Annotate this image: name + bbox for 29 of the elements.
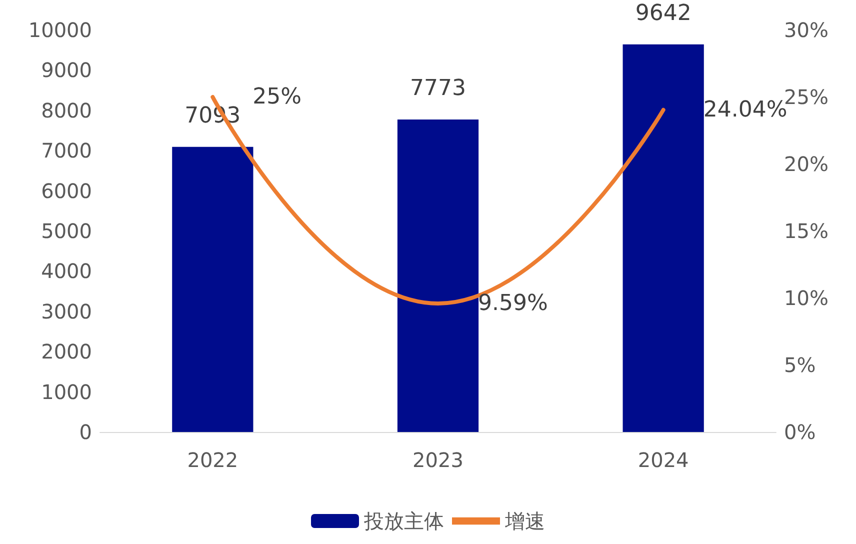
y-tick-label: 0 — [79, 420, 92, 444]
data-label: 9.59% — [478, 290, 548, 316]
y2-tick-label: 20% — [784, 152, 828, 176]
x-tick-label: 2023 — [412, 448, 464, 472]
data-label: 7773 — [410, 76, 466, 102]
y-tick-label: 7000 — [41, 138, 92, 163]
y-tick-label: 3000 — [41, 299, 92, 324]
y-tick-label: 8000 — [41, 98, 92, 122]
y-tick-label: 10000 — [28, 18, 92, 42]
data-label: 25% — [252, 84, 302, 110]
y2-tick-label: 0% — [784, 420, 816, 444]
bar — [172, 146, 254, 432]
y-tick-label: 9000 — [41, 58, 92, 82]
y2-tick-label: 30% — [784, 18, 828, 42]
legend-label: 投放主体 — [363, 509, 444, 533]
y-tick-label: 1000 — [41, 380, 92, 404]
y2-tick-label: 10% — [784, 286, 828, 310]
x-tick-label: 2024 — [638, 448, 689, 472]
legend-label: 增速 — [504, 509, 545, 533]
bar — [622, 44, 704, 432]
y-tick-label: 5000 — [41, 219, 92, 243]
bar — [397, 120, 479, 432]
y2-tick-label: 5% — [784, 353, 816, 377]
y2-tick-label: 15% — [784, 219, 828, 243]
x-tick-label: 2022 — [187, 448, 238, 472]
y-tick-label: 6000 — [41, 178, 92, 203]
y-tick-label: 4000 — [41, 259, 92, 284]
y-tick-label: 2000 — [41, 340, 92, 364]
data-label: 9642 — [635, 0, 692, 26]
